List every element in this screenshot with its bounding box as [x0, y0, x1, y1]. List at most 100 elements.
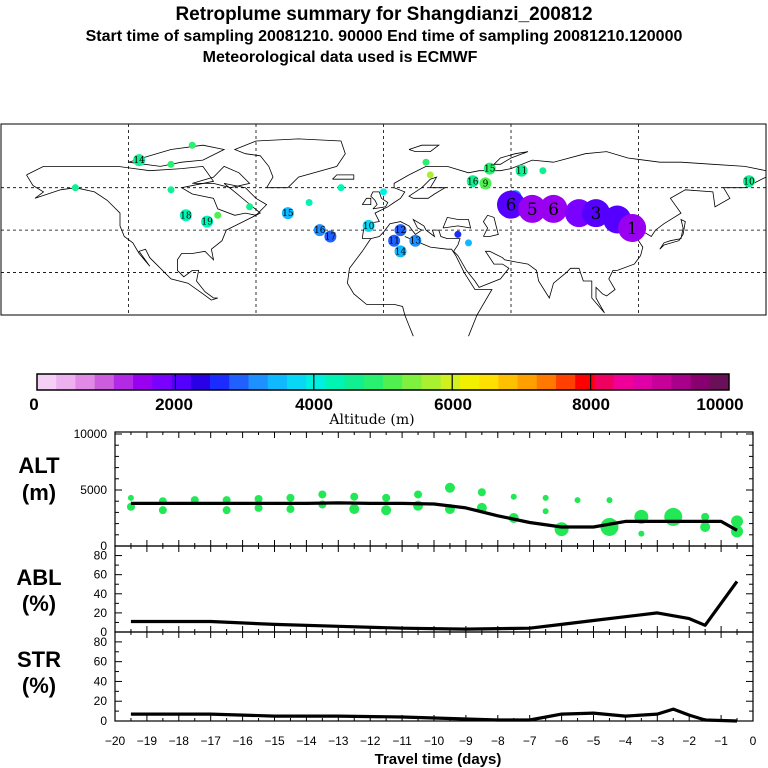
abl-series-line	[130, 580, 739, 631]
str-panel-frame	[114, 631, 754, 722]
alt-scatter-point	[254, 503, 263, 512]
colorbar-segment	[75, 374, 96, 390]
alt-scatter-point	[600, 517, 619, 536]
colorbar-segment	[421, 374, 442, 390]
alt-scatter-point	[349, 504, 360, 515]
coastline	[361, 197, 372, 205]
map-point-marker	[380, 188, 387, 196]
alt-scatter-point	[574, 497, 581, 504]
x-tick-label: −7	[523, 734, 537, 748]
coastline	[408, 144, 440, 152]
map-point-label: 18	[180, 211, 192, 221]
colorbar-segment	[56, 374, 76, 390]
map-point-marker	[743, 175, 755, 188]
x-axis-title: Travel time (days)	[375, 751, 502, 768]
colorbar-segment	[632, 374, 653, 390]
colorbar-segment	[402, 374, 422, 390]
colorbar-segment	[709, 374, 730, 390]
map-point-label: 14	[133, 156, 145, 166]
colorbar-segment	[171, 374, 192, 390]
map-point-label: 11	[388, 237, 399, 247]
str-series-line	[130, 707, 738, 723]
map-point: 18	[179, 209, 192, 222]
map-point-marker	[214, 211, 222, 219]
alt-scatter-point	[350, 492, 359, 501]
map-point-label: 16	[314, 226, 326, 236]
map-point-marker	[409, 234, 422, 247]
map-point: 19	[201, 215, 214, 228]
colorbar-tick-2000: 2000	[155, 395, 193, 414]
map-point	[214, 211, 222, 219]
map-point: 11	[515, 164, 528, 177]
alt-panel-label: ALT	[18, 453, 60, 478]
colorbar-segment	[652, 374, 672, 390]
map-point-marker	[167, 160, 175, 168]
map-point	[422, 158, 430, 166]
colorbar-segment	[37, 374, 57, 390]
map-point-label: 6	[506, 196, 517, 216]
coastline	[493, 151, 529, 165]
alt-scatter-point	[542, 494, 549, 501]
map-point: 5	[518, 194, 547, 223]
colorbar-segment	[556, 374, 576, 390]
map-point: 13	[409, 234, 422, 247]
abl-panel-label: ABL	[16, 565, 61, 590]
map-point-label: 19	[201, 218, 213, 228]
map-point	[539, 167, 547, 175]
colorbar-segment	[248, 374, 269, 390]
str-panel: 0 20 40 60 80	[94, 631, 754, 728]
met-data-note: Meteorological data used is ECMWF	[203, 49, 478, 66]
map-point: 15	[483, 162, 496, 175]
abl-y-tick-label: 60	[94, 568, 108, 582]
map-point: 9	[479, 177, 492, 190]
coastline	[482, 214, 499, 237]
str-y-tick-label: 20	[94, 694, 108, 708]
map-point	[188, 141, 196, 149]
map-point: 3	[582, 199, 610, 228]
coastline	[192, 165, 251, 189]
map-point-label: 5	[527, 200, 538, 220]
x-tick-label: −17	[201, 734, 222, 748]
str-panel-label: STR	[17, 647, 61, 672]
altitude-colorbar	[36, 373, 730, 391]
map-point-marker	[281, 207, 294, 220]
x-tick-label: −8	[491, 734, 505, 748]
map-point-marker	[518, 194, 547, 223]
map-point-marker	[466, 175, 479, 188]
abl-y-tick-label: 0	[100, 625, 107, 639]
map-point	[167, 160, 175, 168]
alt-scatter-point	[444, 482, 455, 493]
x-tick-label: −19	[137, 734, 158, 748]
colorbar-segment	[498, 374, 519, 390]
map-point: 15	[281, 207, 294, 220]
map-point	[454, 230, 462, 238]
str-y-tick-label: 80	[94, 635, 108, 649]
alt-series-line	[130, 501, 738, 532]
x-tick-label: −14	[296, 734, 317, 748]
map-point: 6	[539, 194, 568, 223]
map-point: 1	[618, 213, 647, 242]
coastline	[404, 236, 493, 337]
colorbar-segment	[613, 374, 634, 390]
x-tick-label: 0	[750, 734, 757, 748]
map-point-marker	[324, 230, 337, 243]
x-tick-label: −9	[459, 734, 473, 748]
x-tick-label: −4	[619, 734, 633, 748]
figure-title: Retroplume summary for Shangdianzi_20081…	[175, 4, 592, 25]
map-point-label: 16	[467, 177, 479, 187]
map-point-marker	[394, 245, 407, 258]
coastline	[442, 216, 472, 229]
coastline	[408, 176, 447, 199]
colorbar-segment	[479, 374, 499, 390]
sampling-times: Start time of sampling 20081210. 90000 E…	[86, 28, 683, 45]
str-panel-unit: (%)	[22, 673, 56, 698]
str-y-tick-label: 60	[94, 655, 108, 669]
map-point-marker	[337, 184, 345, 192]
map-point	[167, 186, 175, 194]
colorbar-segment	[113, 374, 134, 390]
colorbar-segment	[363, 374, 384, 390]
alt-scatter-point	[510, 493, 517, 500]
colorbar-tick-0: 0	[29, 395, 38, 414]
alt-scatter-point	[286, 505, 295, 514]
